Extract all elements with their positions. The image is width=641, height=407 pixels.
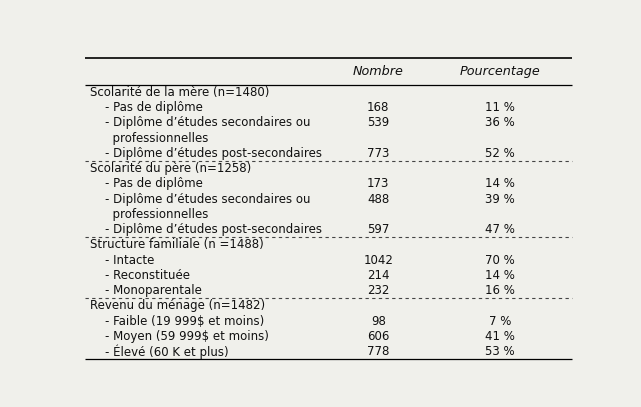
Text: 7 %: 7 %	[488, 315, 511, 328]
Text: 173: 173	[367, 177, 389, 190]
Text: professionnelles: professionnelles	[90, 132, 208, 145]
Text: professionnelles: professionnelles	[90, 208, 208, 221]
Text: Nombre: Nombre	[353, 65, 404, 78]
Text: 232: 232	[367, 284, 389, 297]
Text: Scolarité de la mère (n=1480): Scolarité de la mère (n=1480)	[90, 86, 269, 99]
Text: - Diplôme d’études secondaires ou: - Diplôme d’études secondaires ou	[90, 116, 310, 129]
Text: 606: 606	[367, 330, 389, 343]
Text: 168: 168	[367, 101, 389, 114]
Text: 98: 98	[370, 315, 386, 328]
Text: 41 %: 41 %	[485, 330, 515, 343]
Text: - Diplôme d’études secondaires ou: - Diplôme d’études secondaires ou	[90, 193, 310, 206]
Text: Scolarité du père (n=1258): Scolarité du père (n=1258)	[90, 162, 251, 175]
Text: 70 %: 70 %	[485, 254, 515, 267]
Text: - Reconstituée: - Reconstituée	[90, 269, 190, 282]
Text: 14 %: 14 %	[485, 177, 515, 190]
Text: 16 %: 16 %	[485, 284, 515, 297]
Text: 53 %: 53 %	[485, 345, 515, 358]
Text: 539: 539	[367, 116, 389, 129]
Text: - Pas de diplôme: - Pas de diplôme	[90, 177, 203, 190]
Text: - Monoparentale: - Monoparentale	[90, 284, 202, 297]
Text: - Diplôme d’études post-secondaires: - Diplôme d’études post-secondaires	[90, 223, 322, 236]
Text: - Moyen (59 999$ et moins): - Moyen (59 999$ et moins)	[90, 330, 269, 343]
Text: 36 %: 36 %	[485, 116, 515, 129]
Text: Revenu du ménage (n=1482): Revenu du ménage (n=1482)	[90, 299, 265, 312]
Text: - Élevé (60 K et plus): - Élevé (60 K et plus)	[90, 344, 229, 359]
Text: - Intacte: - Intacte	[90, 254, 154, 267]
Text: 14 %: 14 %	[485, 269, 515, 282]
Text: 773: 773	[367, 147, 389, 160]
Text: - Diplôme d’études post-secondaires: - Diplôme d’études post-secondaires	[90, 147, 322, 160]
Text: 597: 597	[367, 223, 389, 236]
Text: 214: 214	[367, 269, 390, 282]
Text: Pourcentage: Pourcentage	[460, 65, 540, 78]
Text: Structure familiale (n =1488): Structure familiale (n =1488)	[90, 239, 264, 252]
Text: 778: 778	[367, 345, 389, 358]
Text: 47 %: 47 %	[485, 223, 515, 236]
Text: - Pas de diplôme: - Pas de diplôme	[90, 101, 203, 114]
Text: 52 %: 52 %	[485, 147, 515, 160]
Text: 1042: 1042	[363, 254, 393, 267]
Text: 11 %: 11 %	[485, 101, 515, 114]
Text: - Faible (19 999$ et moins): - Faible (19 999$ et moins)	[90, 315, 264, 328]
Text: 488: 488	[367, 193, 389, 206]
Text: 39 %: 39 %	[485, 193, 515, 206]
